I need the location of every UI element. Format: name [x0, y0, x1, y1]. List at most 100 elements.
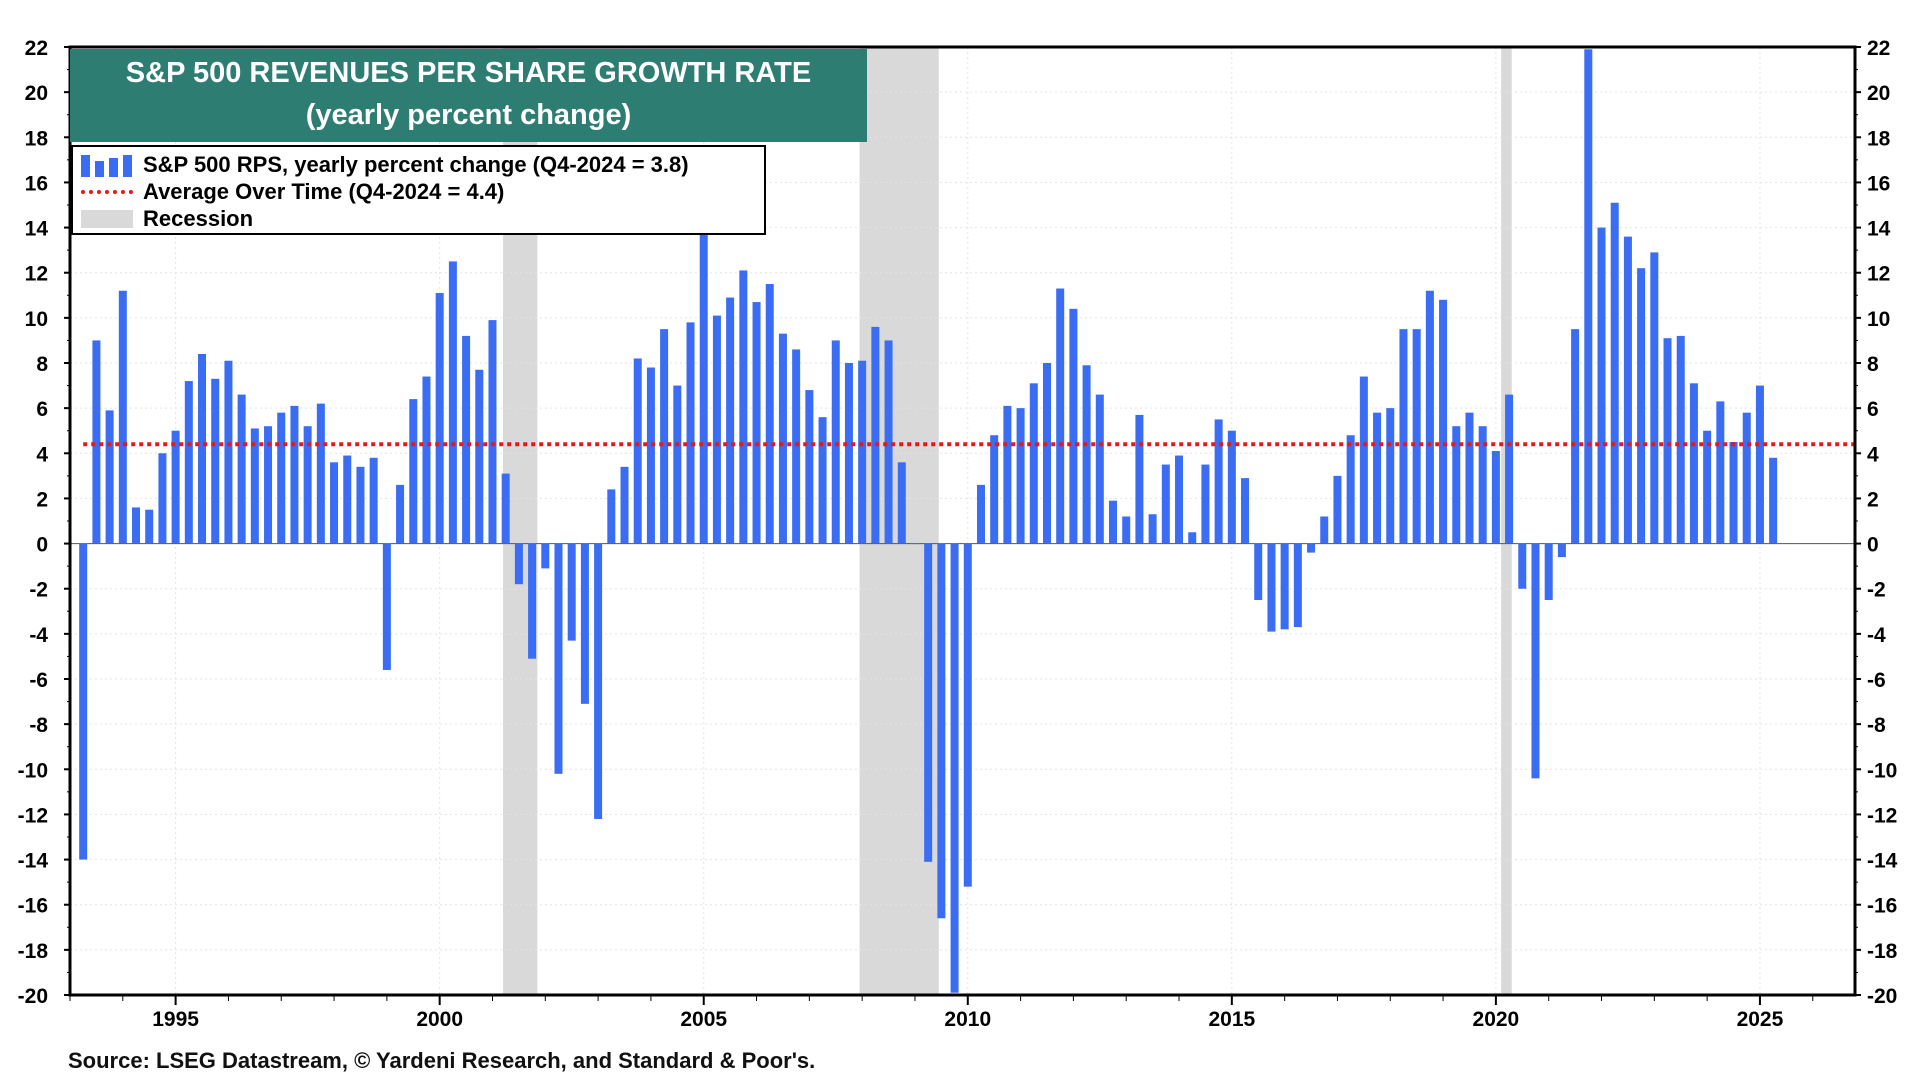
- y-tick-label-right: -14: [1867, 850, 1898, 873]
- bar: [726, 297, 735, 544]
- bar: [1109, 500, 1118, 544]
- bar: [633, 358, 642, 544]
- chart-title-box: S&P 500 REVENUES PER SHARE GROWTH RATE (…: [70, 49, 867, 142]
- bar-series: [79, 49, 1778, 993]
- legend-label-recession: Recession: [143, 206, 254, 231]
- bar: [250, 428, 259, 544]
- bar: [1148, 514, 1157, 544]
- bar: [1029, 383, 1038, 544]
- bar: [528, 543, 537, 659]
- y-tick-label-left: -16: [18, 895, 48, 918]
- y-tick-label-left: 22: [25, 37, 48, 60]
- bar: [976, 484, 985, 544]
- bar: [897, 462, 906, 544]
- bar: [514, 543, 523, 585]
- y-tick-label-left: 14: [25, 218, 49, 241]
- x-tick-label: 2025: [1737, 1008, 1784, 1031]
- y-tick-label-right: 10: [1867, 308, 1890, 331]
- bar: [1188, 532, 1197, 544]
- bar: [660, 329, 669, 544]
- bar: [1280, 543, 1289, 630]
- bar: [1201, 464, 1210, 544]
- y-tick-label-right: 0: [1867, 534, 1879, 557]
- bar: [1544, 543, 1553, 600]
- x-tick-label: 2015: [1208, 1008, 1255, 1031]
- y-tick-label-right: -20: [1867, 985, 1897, 1008]
- bar: [673, 385, 682, 544]
- bar: [1307, 543, 1316, 553]
- y-tick-label-left: -8: [29, 714, 48, 737]
- legend-label-rps: S&P 500 RPS, yearly percent change (Q4-2…: [143, 152, 689, 177]
- bar: [1373, 412, 1382, 544]
- bar: [1320, 516, 1329, 544]
- bar: [1689, 383, 1698, 544]
- y-tick-label-left: -12: [18, 804, 48, 827]
- bar: [1729, 442, 1738, 544]
- bar: [739, 270, 748, 544]
- bar: [1016, 408, 1025, 544]
- bar: [541, 543, 550, 569]
- bar: [752, 302, 761, 544]
- bar: [792, 349, 801, 544]
- y-tick-label-right: 4: [1867, 443, 1879, 466]
- bar: [1042, 363, 1051, 544]
- y-tick-label-left: 16: [25, 172, 48, 195]
- y-tick-label-left: 18: [25, 127, 49, 150]
- y-tick-label-right: 16: [1867, 172, 1890, 195]
- bar: [950, 543, 959, 993]
- bar: [937, 543, 946, 919]
- bar: [184, 381, 193, 544]
- y-tick-label-right: 20: [1867, 82, 1890, 105]
- y-tick-label-left: -4: [29, 624, 48, 647]
- bar: [844, 363, 853, 544]
- bar: [990, 435, 999, 544]
- bar: [501, 473, 510, 544]
- bar: [1439, 299, 1448, 544]
- bar: [277, 412, 286, 544]
- bar-swatch-icon: [81, 153, 133, 177]
- y-tick-label-left: 6: [36, 398, 48, 421]
- bar: [158, 453, 167, 544]
- bar: [1267, 543, 1276, 632]
- y-tick-label-left: -20: [18, 985, 48, 1008]
- bar: [858, 360, 867, 544]
- bar: [409, 399, 418, 544]
- source-note: Source: LSEG Datastream, © Yardeni Resea…: [68, 1048, 816, 1073]
- x-tick-label: 2010: [944, 1008, 991, 1031]
- y-tick-label-right: -2: [1867, 579, 1886, 602]
- legend-label-average: Average Over Time (Q4-2024 = 4.4): [143, 179, 505, 204]
- bar: [805, 390, 814, 544]
- chart-subtitle: (yearly percent change): [305, 99, 632, 131]
- bar: [1742, 412, 1751, 544]
- bar: [211, 378, 220, 544]
- y-tick-label-left: 20: [25, 82, 48, 105]
- bar: [1452, 426, 1461, 544]
- x-tick-label: 2005: [680, 1008, 727, 1031]
- bar: [462, 335, 471, 544]
- x-axis-ticks: 1995 2000 2005 2010 2015 2020 2025: [69, 995, 1814, 1031]
- bar: [910, 543, 919, 545]
- bar: [1399, 329, 1408, 544]
- y-tick-label-right: 2: [1867, 488, 1879, 511]
- bar: [1571, 329, 1580, 544]
- bar: [831, 340, 840, 544]
- bar: [1597, 227, 1606, 544]
- legend-item-rps: S&P 500 RPS, yearly percent change (Q4-2…: [81, 152, 689, 178]
- bar: [554, 543, 563, 774]
- bar: [646, 367, 655, 544]
- bar: [118, 290, 127, 544]
- y-tick-label-left: 4: [36, 443, 48, 466]
- bar: [765, 284, 774, 544]
- bar: [290, 405, 299, 544]
- bar: [1161, 464, 1170, 544]
- bar: [1623, 236, 1632, 544]
- bar: [580, 543, 589, 704]
- y-tick-label-left: -14: [18, 850, 49, 873]
- bar: [488, 320, 497, 544]
- bar: [1637, 268, 1646, 544]
- y-tick-label-right: 22: [1867, 37, 1890, 60]
- y-tick-label-left: 2: [36, 488, 48, 511]
- y-tick-label-left: 10: [25, 308, 48, 331]
